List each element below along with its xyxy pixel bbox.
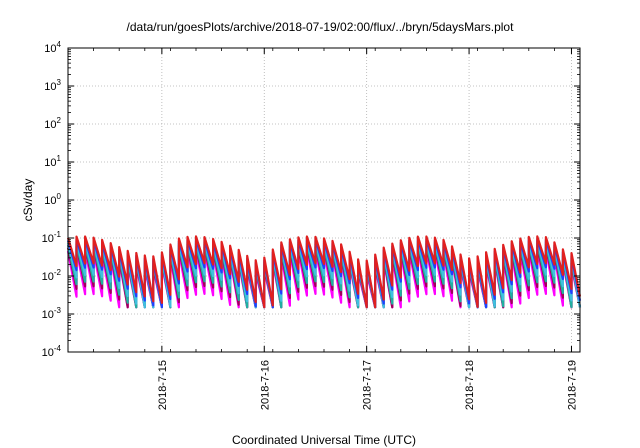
- x-tick-label: 2018-7-15: [157, 360, 169, 410]
- x-tick-labels: 2018-7-15 2018-7-16 2018-7-17 2018-7-18 2018…: [157, 360, 579, 410]
- y-tick-label: 102: [44, 116, 61, 131]
- ticks: [67, 47, 581, 353]
- y-tick-label: 101: [44, 154, 61, 169]
- x-axis-label: Coordinated Universal Time (UTC): [232, 433, 416, 447]
- series-line-6: [66, 235, 582, 309]
- x-tick-label: 2018-7-17: [362, 360, 374, 410]
- x-tick-label: 2018-7-16: [259, 360, 271, 410]
- y-tick-labels: 10-4 10-3 10-2 10-1 100 101 102 103 104: [42, 40, 62, 359]
- y-tick-label: 10-2: [42, 268, 62, 283]
- y-tick-label: 10-1: [42, 230, 62, 245]
- y-tick-label: 10-3: [42, 306, 62, 321]
- chart-title: /data/run/goesPlots/archive/2018-07-19/0…: [126, 20, 514, 34]
- series-group: [66, 235, 582, 309]
- y-tick-label: 10-4: [42, 344, 62, 359]
- x-tick-label: 2018-7-18: [464, 360, 476, 410]
- x-tick-label: 2018-7-19: [566, 360, 578, 410]
- y-axis-label: cSv/day: [21, 179, 35, 222]
- y-tick-label: 100: [44, 192, 61, 207]
- y-tick-label: 104: [44, 40, 61, 55]
- y-tick-label: 103: [44, 78, 61, 93]
